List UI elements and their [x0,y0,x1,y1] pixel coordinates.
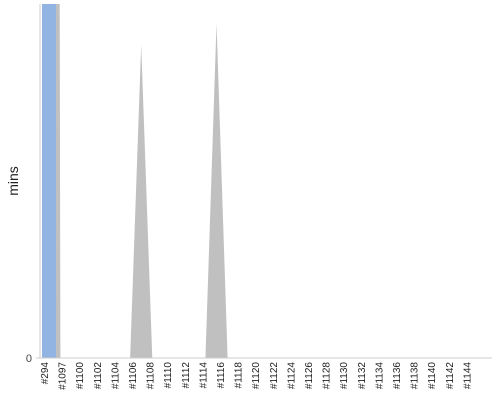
x-tick-label: #1114 [198,362,209,389]
x-tick-label: #1134 [374,362,385,390]
x-tick-labels: #294 #1097 #1100 #1102 #1104 #1106 #1108 #1110 #… [40,362,473,390]
x-tick-label: #1112 [181,362,192,389]
x-tick-label: #1144 [462,362,473,390]
x-tick-label: #1140 [427,362,438,390]
x-tick-label: #1130 [339,362,350,390]
x-tick-label: #294 [40,362,51,385]
x-tick-label: #1104 [110,362,121,390]
x-tick-label: #1097 [58,362,69,390]
plot-area [42,4,472,358]
area-series [49,4,472,358]
x-tick-label: #1102 [93,362,104,390]
y-axis-title: mins [5,166,21,196]
x-tick-label: #1128 [322,362,333,390]
x-tick-label: #1118 [234,362,245,389]
x-tick-label: #1100 [75,362,86,390]
x-tick-label: #1116 [216,362,227,389]
x-tick-label: #1108 [146,362,157,390]
highlight-bar[interactable] [42,4,56,358]
x-tick-label: #1132 [357,362,368,390]
x-tick-label: #1124 [286,362,297,390]
axes [36,4,492,359]
x-tick-label: #1138 [410,362,421,390]
x-tick-label: #1136 [392,362,403,390]
x-tick-label: #1120 [251,362,262,390]
x-tick-label: #1122 [269,362,280,390]
x-tick-label: #1142 [445,362,456,390]
x-tick-label: #1106 [128,362,139,390]
x-tick-label: #1126 [304,362,315,390]
y-tick-label: 0 [26,353,32,365]
x-tick-label: #1110 [163,362,174,389]
